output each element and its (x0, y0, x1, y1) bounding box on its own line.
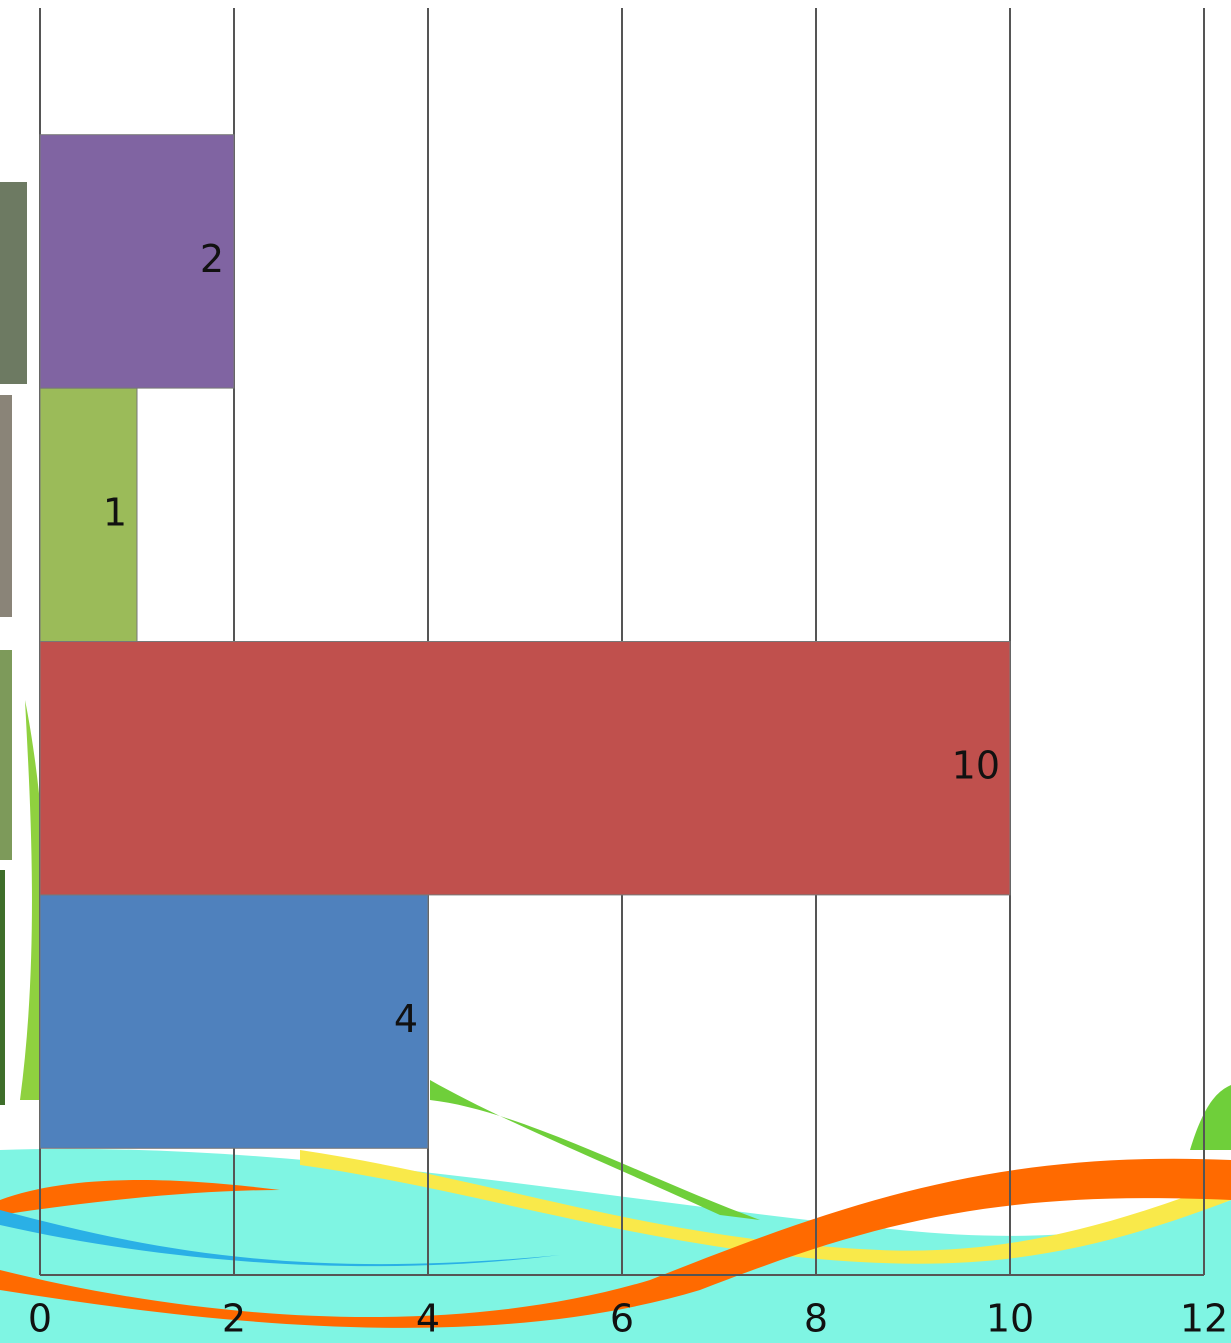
x-tick-label: 4 (416, 1297, 440, 1341)
x-tick-label: 0 (28, 1297, 52, 1341)
bar (39, 387, 138, 642)
data-label: 2 (200, 237, 224, 281)
data-label: 4 (394, 997, 418, 1041)
x-tick-label: 12 (1180, 1297, 1228, 1341)
data-label: 1 (103, 490, 127, 534)
bar (39, 894, 429, 1149)
x-tick-label: 2 (222, 1297, 246, 1341)
x-tick-label: 6 (610, 1297, 634, 1341)
data-label: 10 (952, 744, 1000, 788)
x-tick-label: 10 (986, 1297, 1034, 1341)
bar (39, 134, 235, 389)
x-tick-label: 8 (804, 1297, 828, 1341)
bar (39, 641, 1011, 896)
